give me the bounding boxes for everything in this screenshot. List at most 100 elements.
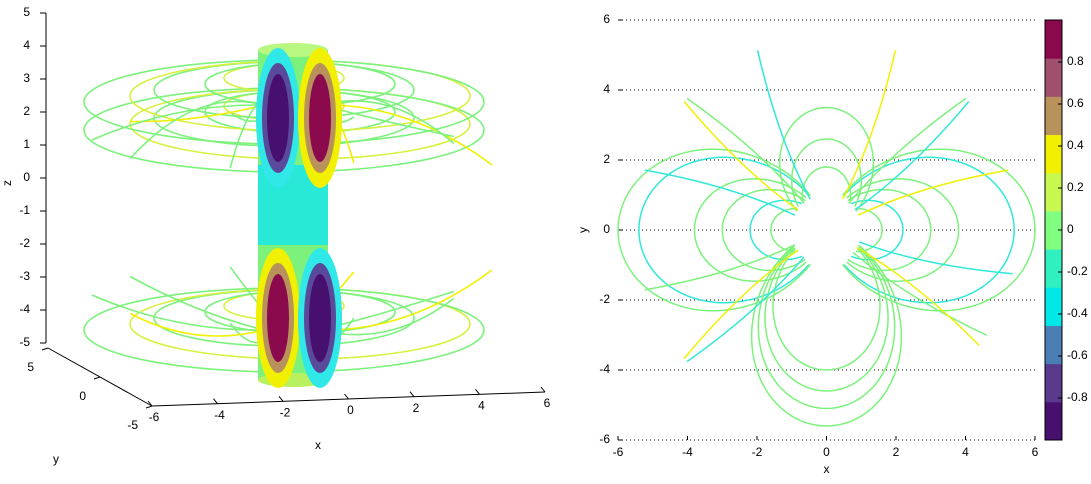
colorbar-swatch — [1045, 210, 1062, 250]
x-tick-label: 4 — [478, 399, 485, 413]
field-line — [790, 138, 863, 207]
y-tick-label: -6 — [599, 432, 610, 446]
colorbar-tick-label: -0.2 — [1067, 264, 1088, 278]
field-line — [858, 241, 1013, 275]
y-tick-label: 0 — [603, 222, 610, 236]
core — [791, 195, 862, 265]
field-line — [857, 169, 1009, 216]
z-tick-label: 3 — [23, 71, 30, 85]
x-tick-label: -6 — [149, 410, 160, 424]
x-tick-label: -4 — [214, 408, 225, 422]
colorbar-swatch — [1045, 287, 1062, 326]
pole — [309, 74, 331, 162]
colorbar-swatch — [1045, 325, 1062, 365]
field-line — [778, 106, 875, 212]
field-line — [617, 148, 1036, 312]
colorbar-tick-label: -0.8 — [1067, 390, 1088, 404]
colorbar-swatch — [1045, 363, 1062, 403]
cylinder — [256, 43, 342, 388]
y-tick-label: 4 — [603, 82, 610, 96]
colorbar-tick-label: -0.6 — [1067, 348, 1088, 362]
pole — [267, 274, 289, 362]
colorbar-tick-label: 0.2 — [1067, 180, 1084, 194]
colorbar-tick-label: 0.6 — [1067, 96, 1084, 110]
z-tick-label: -1 — [19, 203, 30, 217]
field-line — [644, 169, 796, 216]
y-tick — [145, 405, 153, 409]
field-line — [644, 244, 796, 291]
colorbar-swatch — [1045, 172, 1062, 212]
y-tick-label: -2 — [599, 292, 610, 306]
field-line — [91, 104, 258, 141]
field-line — [326, 269, 493, 331]
x-tick — [344, 393, 349, 400]
z-label: z — [0, 180, 14, 186]
z-tick-label: -3 — [19, 269, 30, 283]
z-tick-label: 1 — [23, 137, 30, 151]
x-tick — [409, 391, 415, 397]
z-tick-label: -5 — [19, 335, 30, 349]
pole — [309, 274, 331, 362]
colorbar-tick-label: -0.4 — [1067, 306, 1088, 320]
field-line — [129, 312, 264, 337]
x-tick-label: -4 — [682, 445, 693, 459]
field-line — [848, 97, 967, 204]
x-tick — [540, 386, 546, 393]
y-tick-label: 0 — [79, 389, 86, 403]
x-tick-label: 2 — [413, 401, 420, 415]
field-line — [750, 244, 903, 427]
y-label: y — [576, 227, 590, 233]
z-tick-label: 0 — [23, 170, 30, 184]
y-tick-label: -5 — [127, 418, 138, 432]
field-line — [757, 246, 896, 410]
colorbar-swatch — [1045, 58, 1062, 97]
y-tick-label: 5 — [27, 360, 34, 374]
z-tick-label: -4 — [19, 302, 30, 316]
x-tick-label: -2 — [280, 406, 291, 420]
x-tick-label: 0 — [823, 445, 830, 459]
field-line — [854, 101, 970, 211]
colorbar-swatch — [1045, 249, 1062, 288]
colorbar-tick-label: 0.4 — [1067, 138, 1084, 152]
y-tick — [93, 376, 101, 380]
field-line — [683, 249, 799, 359]
x-tick-label: 2 — [893, 445, 900, 459]
field-line — [129, 100, 264, 160]
field-line — [129, 275, 264, 331]
field-line — [852, 251, 987, 336]
y-tick — [41, 347, 49, 351]
field-line — [756, 50, 811, 200]
field-line — [638, 156, 1015, 304]
colorbar-swatch — [1045, 20, 1062, 59]
field-line — [772, 247, 881, 371]
x-tick-label: 6 — [544, 396, 551, 410]
x-label: x — [315, 438, 321, 452]
colorbar-tick-label: 0.8 — [1067, 54, 1084, 68]
y-tick-label: 2 — [603, 152, 610, 166]
x-tick — [213, 398, 218, 404]
field-line — [764, 247, 889, 392]
z-tick-label: 2 — [23, 104, 30, 118]
z-tick-label: 4 — [23, 38, 30, 52]
colorbar-swatch — [1045, 134, 1062, 174]
y-label: y — [53, 452, 59, 466]
x-tick-label: -6 — [613, 445, 624, 459]
field-line — [683, 101, 799, 211]
x-label: x — [824, 462, 830, 476]
x-tick — [147, 400, 153, 407]
x-tick-label: 4 — [962, 445, 969, 459]
field-line — [326, 104, 493, 166]
pole — [267, 74, 289, 162]
y-tick-label: -4 — [599, 362, 610, 376]
colorbar-swatch — [1045, 401, 1062, 441]
field-line — [91, 294, 258, 331]
field-line — [686, 256, 805, 363]
field-line — [686, 97, 805, 204]
field-line — [856, 246, 980, 347]
y-tick-label: 6 — [603, 12, 610, 26]
field-line — [693, 178, 960, 282]
colorbar-tick-label: 0 — [1067, 222, 1074, 236]
x-tick-label: 0 — [347, 403, 354, 417]
z-tick-label: -2 — [19, 236, 30, 250]
colorbar-swatch — [1045, 96, 1062, 136]
